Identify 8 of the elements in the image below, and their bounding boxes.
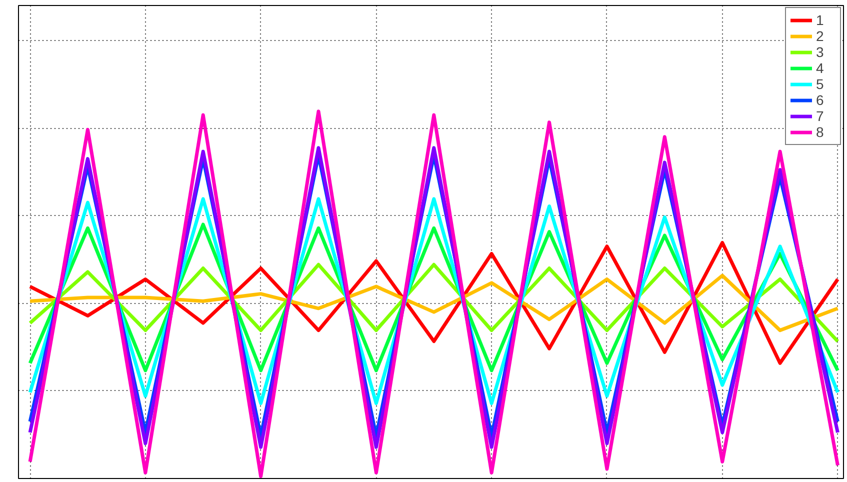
legend-label: 6 xyxy=(816,92,825,108)
legend-label: 4 xyxy=(816,60,825,76)
legend-label: 3 xyxy=(816,44,825,60)
legend-label: 5 xyxy=(816,76,825,92)
legend-label: 1 xyxy=(816,12,825,28)
legend-label: 7 xyxy=(816,108,825,124)
legend-label: 2 xyxy=(816,28,825,44)
legend-label: 8 xyxy=(816,124,825,140)
